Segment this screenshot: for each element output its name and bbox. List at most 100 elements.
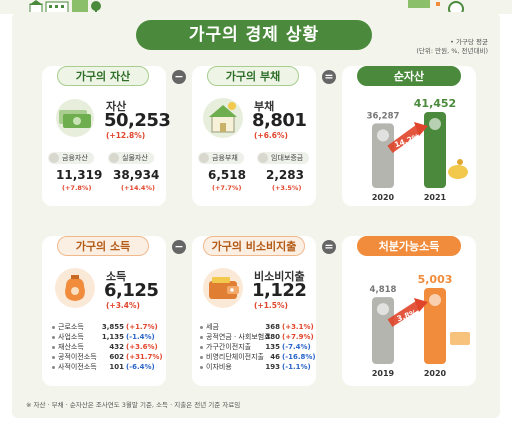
units-note: • 가구당 평균 (단위: 만원, %, 전년대비) [416,38,488,56]
list-item-change: (-1.4%) [126,333,155,341]
coin-mini-icon [49,153,59,163]
page-title: 가구의 경제 상황 [136,20,372,50]
bar [372,297,394,364]
financial-debt-tag-label: 금융부채 [212,154,238,162]
growth-arrow-head [414,298,428,312]
rental-deposit-tag-label: 임대보증금 [271,154,304,162]
bullet-icon [200,336,203,339]
units-note-line: • 가구당 평균 [450,38,488,46]
debt-card [192,66,316,206]
bullet-icon [200,366,203,369]
units-note-line: (단위: 만원, %, 전년대비) [416,47,488,55]
list-item-value: 602 [109,353,124,361]
nonconsumption-breakdown-list: 세금 368 (+3.1%) 공적연금 · 사회보험료 380 (+7.9%) 가구간이전지… [200,322,316,372]
house-illustration-icon [29,0,101,14]
financial-assets-tag-label: 금융자산 [62,154,88,162]
debt-pill: 가구의 부채 [207,66,299,86]
list-item-change: (+3.6%) [126,343,158,351]
list-item-name: 사업소득 [58,333,84,341]
list-item-change: (+31.7%) [126,353,163,361]
income-pill: 가구의 소득 [57,236,149,256]
real-assets-tag: 실물자산 [108,152,154,164]
won-coin-icon [429,294,441,306]
money-bag-icon [55,268,95,308]
financial-debt-tag: 금융부채 [198,152,244,164]
income-value: 6,125 [104,280,159,301]
disposable-chart: 4,818 2019 5,003 2020 3.8% [370,273,470,378]
list-item-name: 비영리단체이전지출 [206,353,264,361]
income-change: (+3.4%) [106,301,140,310]
net-assets-pill: 순자산 [357,66,461,86]
bar [424,288,446,364]
assets-label: 자산 [106,100,127,113]
list-item-value: 1,135 [101,333,124,341]
list-item: 사적이전소득 101 (-6.4%) [52,362,164,372]
financial-assets-change: (+7.8%) [62,184,92,192]
coin-mini-icon [199,153,209,163]
cash-icon [56,99,94,137]
rental-deposit-tag: 임대보증금 [257,152,310,164]
coin-icon [457,159,463,165]
list-item-change: (+3.1%) [282,323,314,331]
nonconsumption-change: (+1.5%) [254,301,288,310]
financial-debt-value: 6,518 [208,168,246,182]
list-item-value: 101 [109,363,124,371]
won-coin-icon [377,129,389,142]
coin-mini-icon [258,153,268,163]
list-item: 근로소득 3,855 (+1.7%) [52,322,164,332]
rental-deposit-change: (+3.5%) [272,184,302,192]
list-item: 사업소득 1,135 (-1.4%) [52,332,164,342]
bullet-icon [52,336,55,339]
assets-pill: 가구의 자산 [57,66,149,86]
bullet-icon [52,326,55,329]
bullet-icon [52,346,55,349]
list-item: 재산소득 432 (+3.6%) [52,342,164,352]
list-item-value: 3,855 [101,323,124,331]
list-item-value: 135 [265,343,280,351]
coin-mini-icon [109,153,119,163]
year-tick-label: 2020 [424,369,447,378]
growth-rate-label: 3.8% [396,308,419,324]
footnote: ※ 자산 · 부채 · 순자산은 조사연도 3월말 기준, 소득 · 지출은 전… [26,401,241,409]
debt-value: 8,801 [252,110,307,131]
list-item-change: (-7.4%) [282,343,311,351]
growth-arrow [387,125,421,154]
list-item-value: 368 [265,323,280,331]
bullet-icon [200,326,203,329]
list-item-change: (-1.1%) [282,363,311,371]
bullet-icon [52,366,55,369]
income-label: 소득 [106,270,127,283]
list-item-change: (-6.4%) [126,363,155,371]
list-item-name: 재산소득 [58,343,84,351]
bar-value-label: 4,818 [370,285,397,295]
income-card [42,236,166,386]
assets-value: 50,253 [104,110,171,131]
list-item-change: (+7.9%) [282,333,314,341]
list-item-value: 432 [109,343,124,351]
won-coin-icon [377,303,389,316]
equals-operator-2: = [322,240,336,254]
real-assets-value: 38,934 [113,168,160,182]
rental-deposit-value: 2,283 [266,168,304,182]
assets-change: (+12.8%) [106,131,146,140]
list-item-change: (+1.7%) [126,323,158,331]
equals-operator: = [322,70,336,84]
debt-change: (+6.6%) [254,131,288,140]
minus-operator: − [172,70,186,84]
income-breakdown-list: 근로소득 3,855 (+1.7%) 사업소득 1,135 (-1.4%) 재산소득 432(… [52,322,164,372]
bar-value-label: 41,452 [414,97,456,110]
real-assets-tag-label: 실물자산 [122,154,148,162]
bullet-icon [52,356,55,359]
financial-assets-value: 11,319 [56,168,103,182]
disposable-pill: 처분가능소득 [357,236,461,256]
growth-arrow-head [414,122,428,136]
year-tick-label: 2020 [372,193,395,202]
nonconsumption-value: 1,122 [252,280,307,301]
growth-arrow [387,301,421,327]
list-item-value: 380 [265,333,280,341]
nonconsumption-label: 비소비지출 [254,270,305,283]
bar-value-label: 5,003 [418,273,453,286]
bar [424,112,446,188]
card-icon [450,332,470,345]
list-item-change: (-16.8%) [282,353,316,361]
